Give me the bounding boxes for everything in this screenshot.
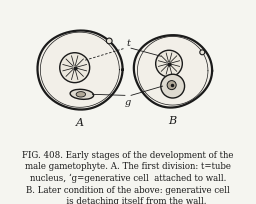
- Polygon shape: [134, 36, 212, 108]
- Text: FIG. 408. Early stages of the development of the: FIG. 408. Early stages of the developmen…: [22, 150, 234, 159]
- Circle shape: [156, 51, 182, 78]
- Text: is detaching itself from the wall.: is detaching itself from the wall.: [50, 196, 206, 204]
- Text: B: B: [169, 116, 177, 126]
- Circle shape: [161, 75, 185, 99]
- Polygon shape: [37, 31, 123, 110]
- Circle shape: [167, 81, 176, 90]
- Text: A: A: [76, 118, 84, 128]
- Ellipse shape: [70, 90, 94, 100]
- Circle shape: [106, 39, 112, 45]
- Text: male gametophyte. A. The first division: t=tube: male gametophyte. A. The first division:…: [25, 162, 231, 171]
- Text: g: g: [125, 98, 131, 106]
- Text: t: t: [126, 38, 130, 47]
- Ellipse shape: [76, 92, 86, 98]
- Text: B. Later condition of the above: generative cell: B. Later condition of the above: generat…: [26, 185, 230, 194]
- Text: nucleus, ‘g=generative cell  attached to wall.: nucleus, ‘g=generative cell attached to …: [30, 173, 226, 183]
- Circle shape: [60, 53, 90, 83]
- Circle shape: [200, 51, 205, 55]
